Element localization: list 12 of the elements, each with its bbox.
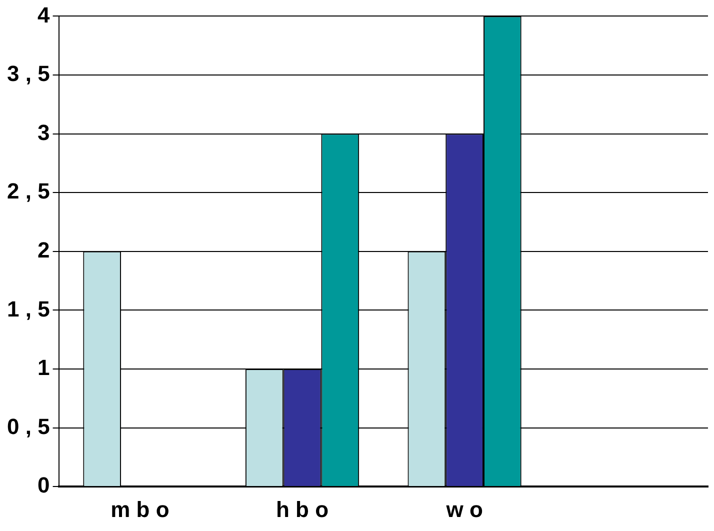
- y-tick-label: 1: [38, 355, 50, 380]
- y-tick-label: 3 , 5: [6, 61, 50, 86]
- y-tick-label: 0: [38, 472, 50, 498]
- y-tick-label: 4: [38, 2, 51, 28]
- y-tick-label: 0 , 5: [6, 414, 50, 439]
- x-tick-label: w o: [445, 496, 483, 522]
- y-tick-label: 2 , 5: [6, 178, 50, 204]
- x-tick-label: m b o: [110, 496, 170, 522]
- y-tick-label: 1 , 5: [6, 296, 50, 322]
- y-tick-label: 2: [38, 237, 50, 262]
- y-tick-label: 3: [38, 120, 50, 145]
- x-tick-label: h b o: [276, 496, 329, 522]
